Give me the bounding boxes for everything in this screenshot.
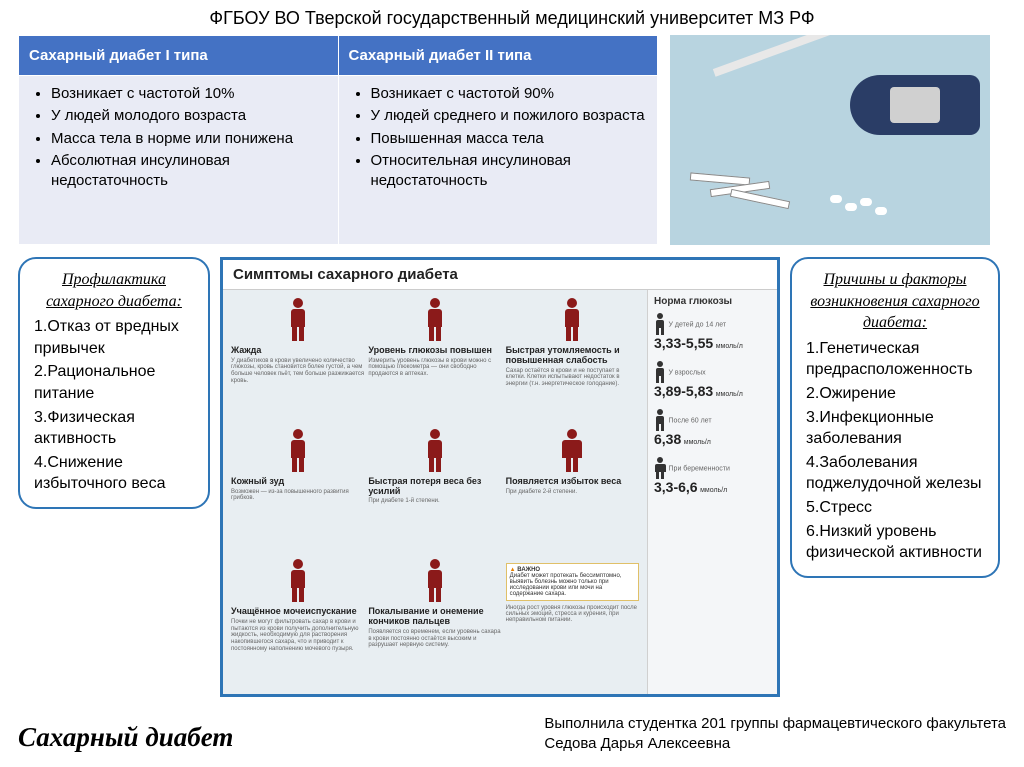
diabetes-type-table: Сахарный диабет I типа Сахарный диабет I… <box>18 35 658 245</box>
symptom-cell: Уровень глюкозы повышен Измерить уровень… <box>368 298 501 425</box>
prevention-title: Профилактика сахарного диабета: <box>34 269 194 312</box>
type1-item: Масса тела в норме или понижена <box>51 129 328 149</box>
glucose-norms: Норма глюкозы У детей до 14 лет 3,33-5,5… <box>647 290 777 694</box>
col2-header: Сахарный диабет II типа <box>338 36 658 76</box>
middle-row: Профилактика сахарного диабета: 1.Отказ … <box>0 245 1024 697</box>
col1-cell: Возникает с частотой 10% У людей молодог… <box>19 76 339 245</box>
symptom-cell: Жажда У диабетиков в крови увеличено кол… <box>231 298 364 425</box>
symptom-cell: Быстрая потеря веса без усилий При диабе… <box>368 429 501 556</box>
glucose-title: Норма глюкозы <box>654 296 771 307</box>
type2-item: Возникает с частотой 90% <box>371 84 648 104</box>
type1-item: У людей молодого возраста <box>51 106 328 126</box>
type1-item: Абсолютная инсулиновая недостаточность <box>51 151 328 192</box>
university-header: ФГБОУ ВО Тверской государственный медици… <box>0 0 1024 35</box>
type1-item: Возникает с частотой 10% <box>51 84 328 104</box>
top-row: Сахарный диабет I типа Сахарный диабет I… <box>0 35 1024 245</box>
cause-item: 4.Заболевания поджелудочной железы <box>806 452 984 495</box>
prevention-box: Профилактика сахарного диабета: 1.Отказ … <box>18 257 210 509</box>
glucose-row: У взрослых 3,89-5,83 ммоль/л <box>654 361 771 399</box>
glucose-row: После 60 лет 6,38 ммоль/л <box>654 409 771 447</box>
type2-item: У людей среднего и пожилого возраста <box>371 106 648 126</box>
footer: Сахарный диабет Выполнила студентка 201 … <box>18 714 1006 753</box>
cause-item: 1.Генетическая предрасположенность <box>806 338 984 381</box>
glucose-row: При беременности 3,3-6,6 ммоль/л <box>654 457 771 495</box>
prevention-item: 2.Рациональное питание <box>34 361 194 404</box>
symptom-grid: Жажда У диабетиков в крови увеличено кол… <box>223 290 647 694</box>
main-title: Сахарный диабет <box>18 722 233 753</box>
type2-item: Повышенная масса тела <box>371 129 648 149</box>
symptom-cell: Быстрая утомляемость и повышенная слабос… <box>506 298 639 425</box>
symptom-cell: Появляется избыток веса При диабете 2-й … <box>506 429 639 556</box>
prevention-item: 4.Снижение избыточного веса <box>34 452 194 495</box>
symptoms-infographic: Симптомы сахарного диабета Жажда У диабе… <box>220 257 780 697</box>
infographic-title: Симптомы сахарного диабета <box>223 260 777 290</box>
cause-item: 5.Стресс <box>806 497 984 519</box>
cause-item: 3.Инфекционные заболевания <box>806 407 984 450</box>
symptom-cell: Учащённое мочеиспускание Почки не могут … <box>231 559 364 686</box>
type2-item: Относительная инсулиновая недостаточност… <box>371 151 648 192</box>
author-credit: Выполнила студентка 201 группы фармацевт… <box>544 714 1006 753</box>
causes-box: Причины и факторы возникновения сахарног… <box>790 257 1000 578</box>
glucose-row: У детей до 14 лет 3,33-5,55 ммоль/л <box>654 313 771 351</box>
cause-item: 6.Низкий уровень физической активности <box>806 521 984 564</box>
symptom-cell: Покалывание и онемение кончиков пальцев … <box>368 559 501 686</box>
glucometer-photo <box>670 35 990 245</box>
warning-cell: ▲ ВАЖНО Диабет может протекать бессимпто… <box>506 559 639 686</box>
cause-item: 2.Ожирение <box>806 383 984 405</box>
col1-header: Сахарный диабет I типа <box>19 36 339 76</box>
causes-title: Причины и факторы возникновения сахарног… <box>806 269 984 334</box>
prevention-item: 1.Отказ от вредных привычек <box>34 316 194 359</box>
symptom-cell: Кожный зуд Возможен — из-за повышенного … <box>231 429 364 556</box>
prevention-item: 3.Физическая активность <box>34 407 194 450</box>
col2-cell: Возникает с частотой 90% У людей среднег… <box>338 76 658 245</box>
